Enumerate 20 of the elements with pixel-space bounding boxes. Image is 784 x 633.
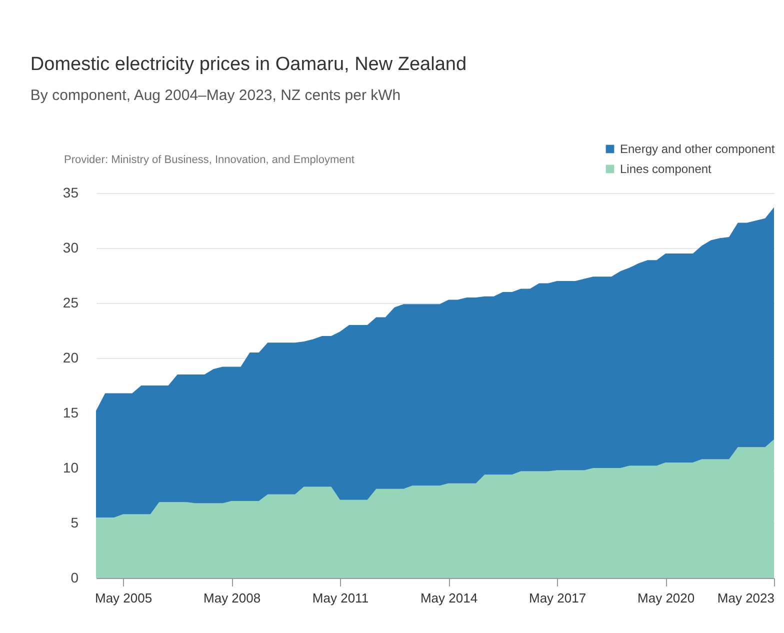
- x-tick-label: May 2005: [94, 590, 152, 606]
- y-tick-label: 15: [62, 404, 79, 420]
- x-tick-label: May 2020: [638, 590, 695, 606]
- legend-label: Energy and other component: [620, 142, 776, 156]
- y-tick-label: 20: [62, 350, 79, 366]
- chart-subtitle: By component, Aug 2004–May 2023, NZ cents per kWh: [30, 87, 401, 104]
- chart-title: Domestic electricity prices in Oamaru, New Zealand: [30, 54, 467, 75]
- y-tick-label: 0: [70, 570, 79, 586]
- y-tick-label: 25: [62, 294, 79, 310]
- y-tick-label: 30: [62, 240, 79, 256]
- x-tick-label: May 2017: [528, 590, 586, 606]
- x-tick-label: May 2008: [204, 590, 261, 606]
- x-tick-label: May 2014: [420, 590, 478, 606]
- text: Provider: Ministry of Business, Innovation, and Employment: [64, 154, 354, 166]
- legend-label: Lines component: [620, 162, 712, 176]
- y-tick-label: 5: [70, 514, 79, 530]
- x-tick-label: May 2011: [312, 590, 369, 606]
- y-tick-label: 35: [62, 184, 79, 200]
- y-tick-label: 10: [62, 460, 79, 476]
- x-tick-label: May 2023: [717, 590, 774, 606]
